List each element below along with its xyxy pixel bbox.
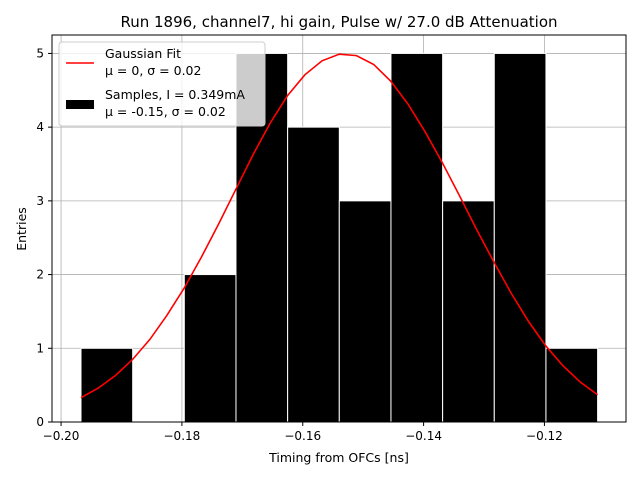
legend-fit-name: Gaussian Fit [105,46,181,61]
legend-samples-name: Samples, I = 0.349mA [105,87,245,102]
legend-fit-stats: μ = 0, σ = 0.02 [105,63,201,78]
histogram-bars [80,52,599,423]
y-axis: 0 1 2 3 4 5 [36,46,52,429]
fit-curve [80,53,599,399]
y-tick-label: 0 [36,415,44,429]
histogram-bar [183,274,237,423]
y-tick-label: 1 [36,341,44,355]
histogram-bar [493,52,547,423]
histogram-bar [390,52,444,423]
x-tick-label: −0.16 [284,429,321,443]
legend-samples-stats: μ = -0.15, σ = 0.02 [105,104,226,119]
histogram-bar [80,347,134,423]
histogram-bar [545,347,599,423]
y-tick-label: 5 [36,46,44,60]
chart-title: Run 1896, channel7, hi gain, Pulse w/ 27… [120,13,557,31]
y-tick-label: 4 [36,120,44,134]
x-tick-label: −0.14 [405,429,442,443]
histogram-bar [287,126,340,423]
histogram-bar [442,200,495,423]
histogram-bar [338,200,392,423]
x-axis: −0.20 −0.18 −0.16 −0.14 −0.12 [43,422,563,443]
x-axis-label: Timing from OFCs [ns] [268,450,409,465]
y-tick-label: 3 [36,194,44,208]
y-axis-label: Entries [14,207,29,251]
y-tick-label: 2 [36,268,44,282]
legend-samples-swatch [66,100,94,109]
x-tick-label: −0.18 [164,429,201,443]
legend: Gaussian Fit μ = 0, σ = 0.02 Samples, I … [58,41,266,127]
legend-box [58,41,266,127]
gaussian-fit-line [80,53,599,399]
plot-frame [51,34,627,423]
x-tick-label: −0.20 [43,429,80,443]
x-tick-label: −0.12 [526,429,563,443]
